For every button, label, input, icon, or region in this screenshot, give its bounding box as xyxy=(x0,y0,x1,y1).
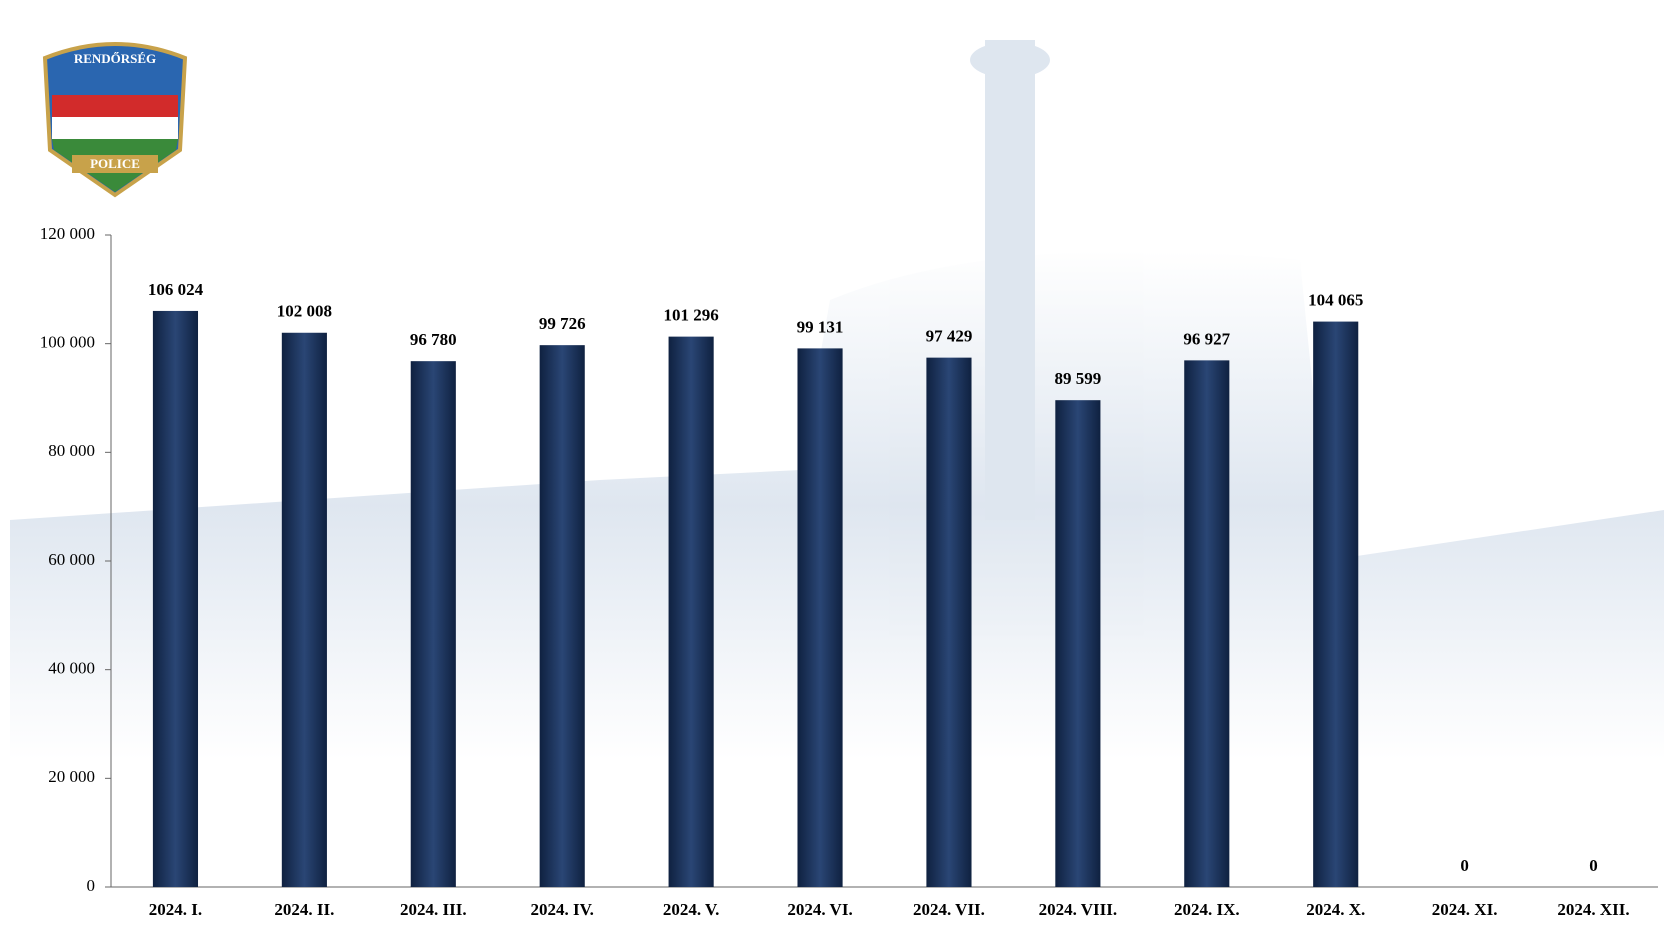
x-tick-label: 2024. VII. xyxy=(913,900,985,919)
logo: RENDŐRSÉG POLICE xyxy=(42,42,188,198)
bar xyxy=(1055,400,1101,887)
bar xyxy=(410,361,456,887)
x-tick-label: 2024. V. xyxy=(663,900,720,919)
value-label: 102 008 xyxy=(277,302,332,321)
bar xyxy=(668,336,714,887)
x-tick-label: 2024. XI. xyxy=(1432,900,1498,919)
x-tick-label: 2024. IV. xyxy=(530,900,593,919)
x-tick-label: 2024. X. xyxy=(1306,900,1365,919)
logo-bottom-text: POLICE xyxy=(90,156,140,171)
x-tick-label: 2024. I. xyxy=(149,900,202,919)
y-tick-label: 0 xyxy=(87,876,96,895)
value-label: 97 429 xyxy=(926,327,973,346)
bar xyxy=(539,345,585,887)
bar xyxy=(1184,360,1230,888)
value-label: 96 780 xyxy=(410,330,457,349)
y-tick-label: 100 000 xyxy=(40,333,95,352)
y-tick-label: 120 000 xyxy=(40,224,95,243)
bar xyxy=(797,348,843,887)
x-tick-label: 2024. III. xyxy=(400,900,467,919)
value-label: 96 927 xyxy=(1183,329,1230,348)
value-label: 106 024 xyxy=(148,280,204,299)
logo-top-text: RENDŐRSÉG xyxy=(74,51,156,66)
value-label: 104 065 xyxy=(1308,290,1363,309)
bar xyxy=(1313,321,1359,887)
bar xyxy=(926,357,972,888)
x-tick-label: 2024. II. xyxy=(274,900,334,919)
bar xyxy=(152,310,199,887)
value-label: 99 131 xyxy=(797,317,844,336)
x-tick-label: 2024. VI. xyxy=(787,900,852,919)
y-tick-label: 60 000 xyxy=(48,550,95,569)
value-label: 0 xyxy=(1460,856,1469,875)
y-tick-label: 20 000 xyxy=(48,767,95,786)
value-label: 99 726 xyxy=(539,314,586,333)
x-tick-label: 2024. VIII. xyxy=(1039,900,1118,919)
value-label: 89 599 xyxy=(1055,369,1102,388)
y-tick-label: 40 000 xyxy=(48,659,95,678)
x-tick-label: 2024. XII. xyxy=(1557,900,1629,919)
x-tick-label: 2024. IX. xyxy=(1174,900,1240,919)
value-label: 0 xyxy=(1589,856,1598,875)
bar xyxy=(281,332,327,887)
value-label: 101 296 xyxy=(664,306,719,325)
y-tick-label: 80 000 xyxy=(48,441,95,460)
